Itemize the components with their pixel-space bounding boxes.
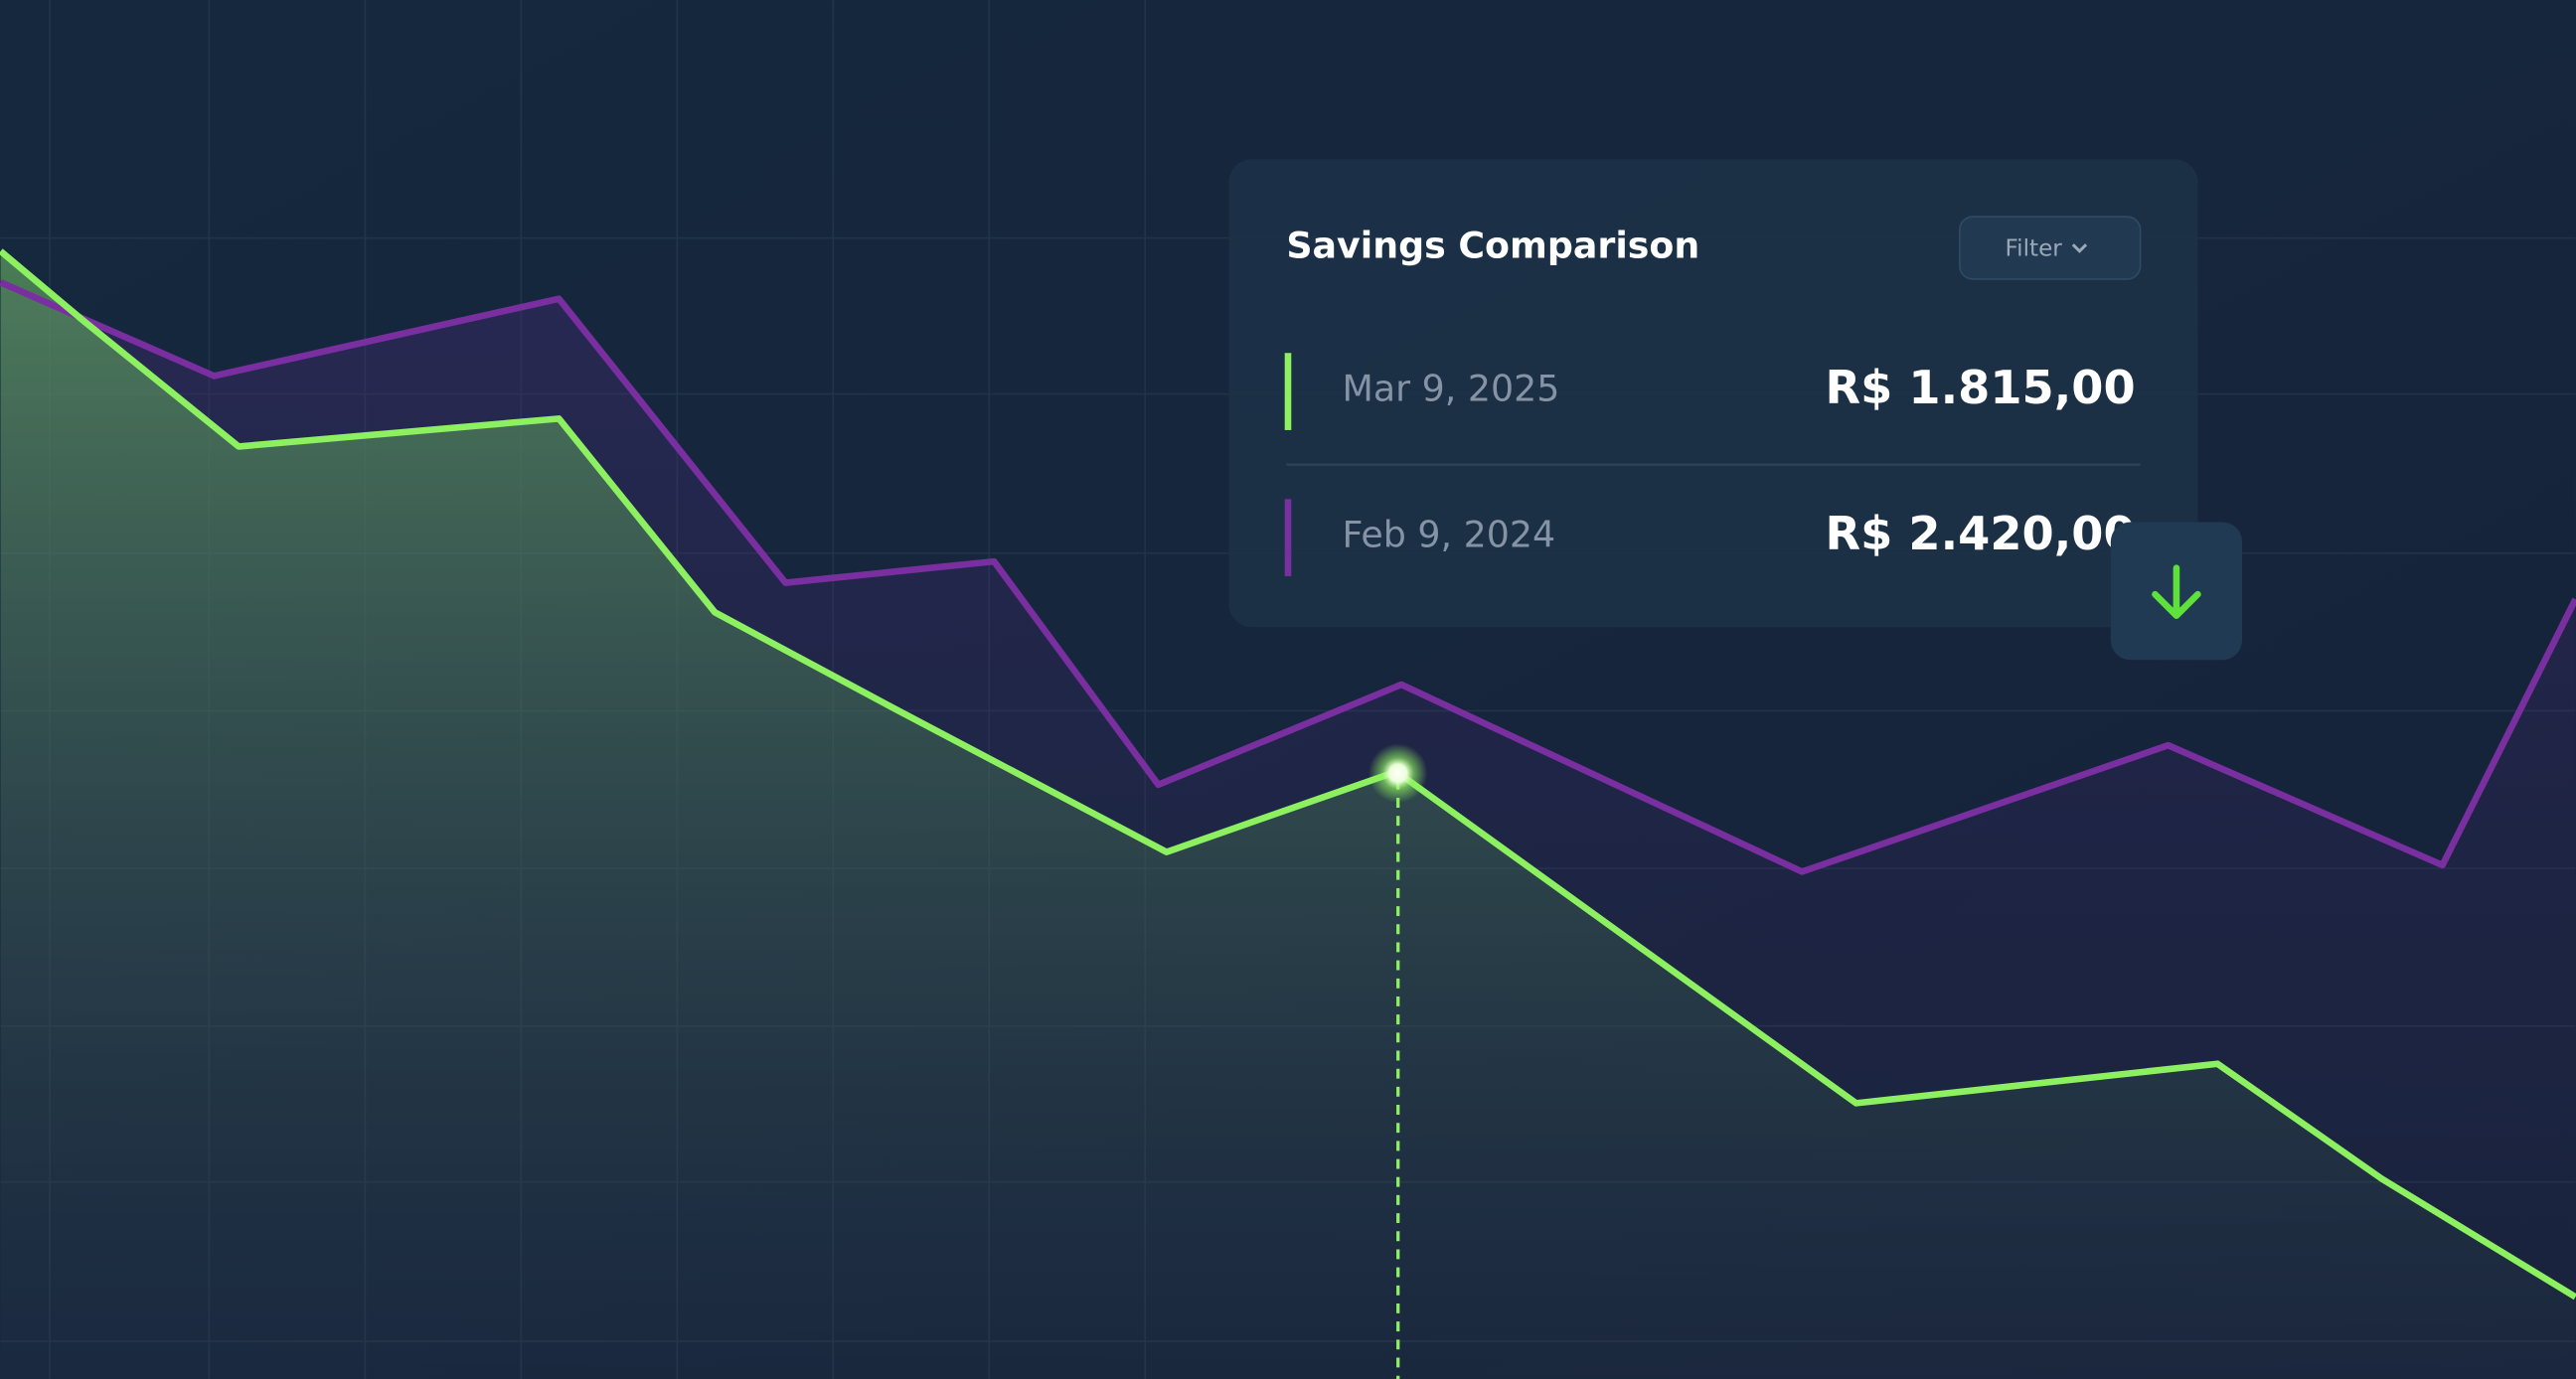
row-amount: R$ 1.815,00 <box>1826 361 2136 414</box>
arrow-down-icon <box>2152 564 2201 619</box>
highlight-point <box>1368 743 1428 804</box>
chevron-icon <box>2071 243 2088 253</box>
download-button[interactable] <box>2110 522 2243 661</box>
row-indicator <box>1284 499 1292 576</box>
green-line <box>0 248 2576 1301</box>
row-amount: R$ 2.420,00 <box>1826 507 2136 560</box>
row-indicator <box>1284 353 1292 430</box>
row-date: Feb 9, 2024 <box>1343 513 1556 555</box>
purple-line <box>0 279 2576 875</box>
filter-button[interactable]: Filter <box>1958 216 2142 280</box>
card-title: Savings Comparison <box>1286 225 1699 267</box>
filter-button-bg[interactable] <box>1958 216 2142 280</box>
card-background <box>1228 159 2198 628</box>
row-date: Mar 9, 2025 <box>1343 367 1560 409</box>
filter-label[interactable]: Filter <box>2006 236 2063 262</box>
card: Savings Comparison Filter Mar 9, 2025 R$… <box>1228 159 2198 628</box>
